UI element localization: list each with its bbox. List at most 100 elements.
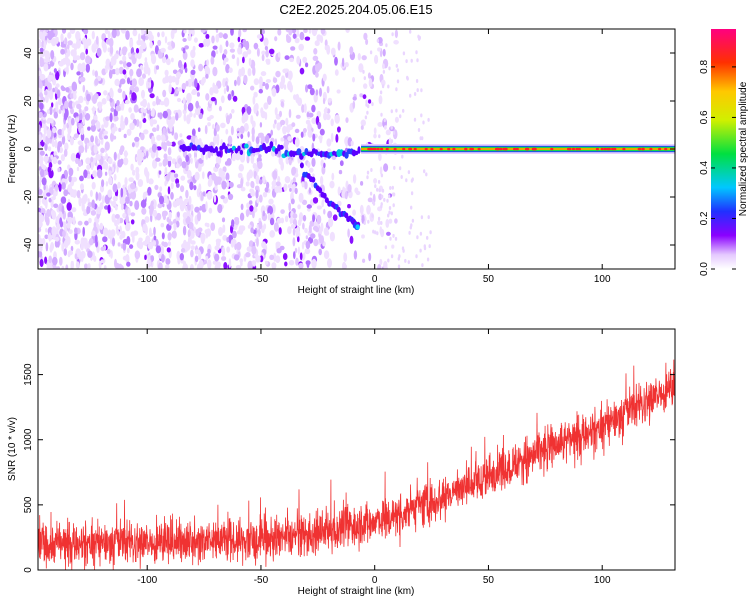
noise-speckle — [46, 208, 51, 218]
noise-speckle — [167, 45, 173, 51]
noise-speckle — [140, 146, 145, 151]
x-tick-label: -100 — [137, 274, 157, 285]
noise-speckle — [149, 118, 154, 127]
noise-speckle — [248, 200, 253, 205]
noise-speckle — [53, 111, 58, 119]
noise-speckle — [98, 260, 102, 269]
noise-speckle — [168, 221, 173, 226]
noise-speckle — [395, 63, 398, 68]
noise-speckle — [366, 205, 371, 215]
noise-speckle — [288, 158, 292, 166]
noise-speckle — [126, 128, 132, 136]
noise-speckle — [210, 222, 216, 231]
noise-speckle — [236, 57, 240, 67]
noise-speckle — [301, 241, 305, 250]
noise-speckle — [94, 70, 99, 78]
noise-speckle — [287, 226, 292, 235]
trace-mark — [322, 192, 327, 199]
noise-speckle — [242, 38, 247, 48]
noise-speckle — [120, 49, 123, 56]
noise-speckle — [256, 197, 260, 204]
noise-speckle — [253, 78, 260, 86]
noise-speckle — [74, 239, 81, 245]
noise-speckle — [172, 69, 178, 75]
noise-speckle — [83, 209, 87, 216]
noise-speckle — [48, 232, 52, 242]
noise-speckle — [103, 227, 109, 237]
noise-speckle — [78, 196, 82, 207]
noise-speckle — [226, 246, 231, 253]
noise-speckle — [51, 37, 57, 47]
noise-speckle — [100, 147, 105, 154]
noise-speckle — [409, 93, 412, 98]
noise-speckle — [305, 84, 309, 93]
noise-speckle — [343, 252, 348, 262]
noise-speckle — [274, 36, 278, 42]
noise-speckle — [39, 258, 44, 268]
noise-speckle — [50, 242, 54, 251]
noise-speckle — [197, 163, 202, 172]
noise-speckle — [265, 58, 271, 64]
noise-speckle — [182, 212, 188, 219]
noise-speckle — [284, 176, 291, 184]
noise-speckle — [114, 205, 118, 211]
noise-speckle — [129, 200, 133, 207]
noise-speckle — [123, 133, 127, 139]
noise-speckle — [122, 55, 127, 62]
noise-speckle — [216, 162, 219, 169]
noise-speckle — [38, 124, 41, 132]
noise-speckle — [66, 122, 69, 129]
colorbar-gradient — [711, 29, 736, 269]
noise-speckle — [124, 116, 129, 126]
noise-speckle — [39, 47, 44, 53]
noise-speckle — [86, 93, 91, 102]
noise-speckle — [252, 66, 256, 76]
noise-speckle — [198, 63, 204, 72]
noise-speckle — [199, 205, 202, 211]
noise-speckle — [380, 112, 383, 117]
noise-speckle — [110, 55, 117, 66]
noise-speckle — [267, 205, 274, 215]
noise-speckle — [358, 63, 364, 73]
noise-speckle — [245, 252, 251, 258]
noise-speckle — [152, 209, 158, 217]
noise-speckle — [320, 29, 326, 35]
noise-speckle — [53, 151, 58, 157]
noise-speckle — [70, 245, 74, 252]
noise-speckle — [167, 241, 171, 247]
noise-speckle — [270, 150, 276, 157]
noise-speckle — [390, 139, 394, 144]
noise-speckle — [198, 260, 204, 269]
noise-speckle — [390, 125, 393, 130]
noise-speckle — [223, 49, 228, 55]
noise-speckle — [51, 226, 57, 237]
noise-speckle — [387, 194, 391, 199]
noise-speckle — [274, 119, 277, 125]
noise-speckle — [391, 244, 395, 249]
noise-speckle — [67, 40, 73, 46]
noise-speckle — [73, 90, 77, 101]
noise-speckle — [81, 202, 85, 212]
noise-speckle — [38, 250, 43, 258]
noise-speckle — [39, 214, 45, 223]
noise-speckle — [102, 43, 107, 53]
noise-speckle — [421, 136, 424, 141]
noise-speckle — [162, 210, 168, 217]
spectrogram-x-ticks: -100 -50 0 50 100 — [137, 29, 611, 285]
noise-speckle — [130, 113, 135, 120]
noise-speckle — [185, 189, 189, 199]
noise-speckle — [38, 111, 43, 117]
noise-speckle — [138, 77, 144, 86]
noise-speckle — [264, 260, 268, 265]
noise-speckle — [294, 137, 300, 148]
noise-speckle — [207, 179, 212, 187]
noise-speckle — [426, 257, 430, 262]
noise-speckle — [308, 224, 312, 234]
noise-speckle — [111, 200, 117, 207]
noise-speckle — [280, 161, 285, 171]
noise-speckle — [70, 107, 74, 115]
noise-speckle — [277, 176, 281, 183]
noise-speckle — [378, 152, 382, 162]
noise-speckle — [71, 207, 77, 213]
noise-speckle — [170, 141, 176, 147]
